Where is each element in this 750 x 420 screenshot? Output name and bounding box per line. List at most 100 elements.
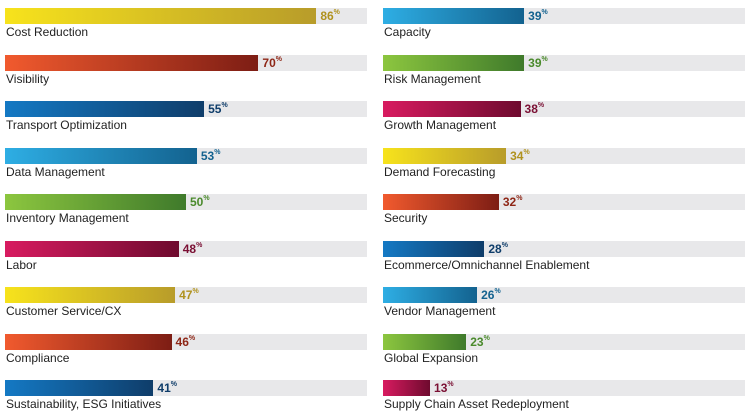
bar-value-suffix: %	[170, 381, 177, 388]
bar-value-number: 55	[208, 102, 222, 116]
bar-value-suffix: %	[537, 102, 545, 109]
bar-row: 50% Inventory Management	[5, 186, 371, 230]
bar	[5, 380, 154, 396]
category-label: Global Expansion	[384, 350, 479, 365]
bar-value-suffix: %	[203, 195, 210, 202]
bar-value-label: 70%	[258, 55, 282, 71]
category-label: Vendor Management	[384, 304, 496, 318]
bar	[383, 240, 485, 257]
bar-value-label: 86%	[316, 8, 340, 24]
bar-row: 70% Visibility	[5, 47, 371, 91]
bar-track: 23%	[383, 333, 745, 350]
bar-value-label: 39%	[524, 8, 548, 24]
bar-track: 50%	[5, 194, 367, 210]
bar-row: 26% Vendor Management	[383, 279, 749, 323]
bar-row: 46% Compliance	[5, 326, 371, 370]
bar	[383, 333, 467, 350]
bar-value-suffix: %	[541, 55, 548, 63]
bar	[5, 101, 205, 117]
bar-value-label: 34%	[506, 148, 530, 164]
bar-track: 28%	[383, 240, 745, 257]
bar-value-number: 86	[320, 9, 334, 23]
bar-row: 55% Transport Optimization	[5, 93, 371, 137]
bar-track: 47%	[5, 287, 367, 303]
bar-track: 41%	[5, 380, 367, 396]
bar-row: 41% Sustainability, ESG Initiatives	[5, 372, 371, 416]
bar-value-number: 13	[434, 381, 448, 395]
category-label: Labor	[6, 257, 37, 272]
category-label: Data Management	[6, 164, 105, 179]
bar-value-label: 26%	[477, 287, 501, 303]
bar-value-suffix: %	[483, 334, 490, 342]
bar-value-number: 28	[488, 241, 502, 256]
bar-track: 39%	[383, 8, 745, 24]
bar-value-number: 39	[528, 9, 542, 23]
bar	[383, 287, 478, 303]
bar-value-label: 53%	[197, 148, 221, 164]
bar-row: 13% Supply Chain Asset Redeployment	[383, 372, 749, 416]
bar-value-number: 50	[190, 195, 204, 209]
bar	[5, 147, 197, 164]
category-label: Capacity	[384, 25, 431, 39]
bar-value-suffix: %	[494, 288, 501, 295]
bar-value-number: 39	[528, 55, 542, 70]
category-label: Visibility	[6, 71, 50, 86]
category-label: Compliance	[6, 350, 70, 365]
bar-value-suffix: %	[275, 55, 282, 63]
bar	[383, 380, 431, 396]
bar-value-label: 13%	[430, 380, 454, 396]
bar-value-number: 34	[510, 148, 524, 163]
bar-value-label: 55%	[204, 101, 228, 117]
bar-track: 34%	[383, 147, 745, 164]
bar-value-label: 46%	[172, 334, 196, 350]
bar	[383, 54, 525, 71]
bar-row: 39% Risk Management	[383, 47, 749, 91]
bar	[383, 101, 521, 117]
bar	[5, 240, 179, 257]
bar-value-suffix: %	[188, 334, 196, 342]
bar	[5, 8, 317, 24]
bar-track: 53%	[5, 147, 367, 164]
category-label: Demand Forecasting	[384, 164, 496, 179]
bar-value-suffix: %	[447, 381, 454, 388]
bar-value-suffix: %	[192, 288, 199, 295]
bar-value-number: 53	[200, 148, 215, 163]
chart-column-right: 39% Capacity 39% Risk Management 38% Growth M…	[383, 0, 749, 420]
bar-value-number: 47	[179, 288, 193, 302]
bar-track: 55%	[5, 101, 367, 117]
bar-value-label: 32%	[499, 194, 523, 210]
bar-value-label: 28%	[484, 241, 508, 257]
bar-value-suffix: %	[501, 241, 508, 249]
bar	[383, 147, 507, 164]
bar	[5, 194, 186, 210]
category-label: Growth Management	[384, 118, 497, 132]
bar-track: 86%	[5, 8, 367, 24]
bar-value-label: 48%	[179, 241, 203, 257]
bar-track: 13%	[383, 380, 745, 396]
bar-value-number: 26	[481, 288, 495, 302]
bar	[5, 54, 259, 71]
bar-value-number: 46	[175, 334, 189, 349]
bar-value-number: 38	[524, 102, 538, 116]
bar-row: 28% Ecommerce/Omnichannel Enablement	[383, 233, 749, 277]
bar-row: 34% Demand Forecasting	[383, 140, 749, 184]
bar-track: 46%	[5, 333, 367, 350]
bar-row: 86% Cost Reduction	[5, 0, 371, 44]
bar-track: 38%	[383, 101, 745, 117]
bar-row: 32% Security	[383, 186, 749, 230]
category-label: Cost Reduction	[6, 25, 89, 39]
category-label: Security	[384, 211, 428, 225]
bar-track: 32%	[383, 194, 745, 210]
bar-row: 53% Data Management	[5, 140, 371, 184]
category-label: Customer Service/CX	[6, 304, 122, 318]
bar-value-suffix: %	[523, 148, 530, 156]
category-label: Ecommerce/Omnichannel Enablement	[384, 257, 590, 272]
bar-value-suffix: %	[214, 148, 221, 156]
bar-value-label: 38%	[521, 101, 545, 117]
bar-row: 39% Capacity	[383, 0, 749, 44]
bar-value-label: 50%	[186, 194, 210, 210]
category-label: Supply Chain Asset Redeployment	[384, 397, 569, 411]
category-label: Inventory Management	[6, 211, 129, 225]
bar-row: 38% Growth Management	[383, 93, 749, 137]
